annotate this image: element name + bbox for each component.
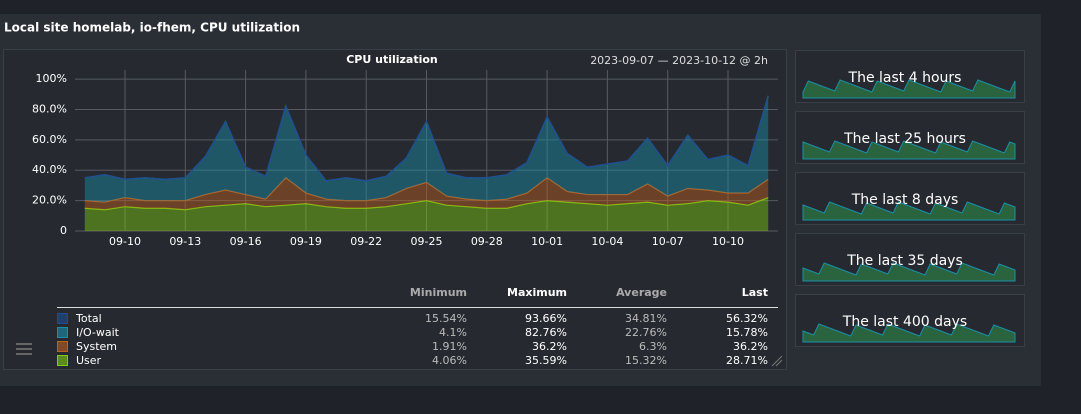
legend-swatch (57, 313, 68, 324)
thumbnails: The last 4 hours The last 25 hours The las… (795, 50, 1025, 347)
thumbnail-label: The last 4 hours (848, 70, 962, 86)
stat-value: 6.3% (639, 340, 667, 353)
x-tick-label: 10-01 (531, 235, 563, 248)
area (84, 177, 769, 210)
legend-label: I/O-wait (76, 326, 120, 339)
y-tick-label: 40.0% (32, 163, 67, 176)
stat-value: 28.71% (726, 354, 768, 367)
legend-label: System (76, 340, 117, 353)
stat-value: 1.91% (432, 340, 467, 353)
stat-value: 34.81% (625, 312, 667, 325)
legend-label: Total (75, 312, 102, 325)
x-tick-label: 10-10 (712, 235, 744, 248)
x-tick-label: 09-19 (290, 235, 322, 248)
stat-value: 82.76% (525, 326, 567, 339)
x-tick-label: 10-07 (652, 235, 684, 248)
stat-value: 56.32% (726, 312, 768, 325)
stat-value: 15.54% (425, 312, 467, 325)
x-tick-label: 09-13 (169, 235, 201, 248)
legend-label: User (76, 354, 102, 367)
x-tick-label: 09-25 (411, 235, 443, 248)
x-tick-label: 09-22 (350, 235, 382, 248)
y-tick-label: 0 (60, 224, 67, 237)
resize-handle[interactable] (771, 355, 783, 367)
stat-value: 36.2% (532, 340, 567, 353)
legend-swatch (57, 327, 68, 338)
thumbnail-graph (802, 262, 1016, 282)
thumbnail-label: The last 35 days (846, 253, 963, 269)
line (84, 95, 769, 182)
column-header: Average (616, 286, 667, 299)
x-tick-label: 09-16 (230, 235, 262, 248)
stat-value: 22.76% (625, 326, 667, 339)
stat-value: 35.59% (525, 354, 567, 367)
column-header: Minimum (410, 286, 467, 299)
dashlet-title: Local site homelab, io-fhem, CPU utiliza… (4, 21, 300, 35)
stat-value: 36.2% (733, 340, 768, 353)
x-tick-label: 10-04 (591, 235, 623, 248)
thumbnail-graph (802, 79, 1016, 99)
stat-value: 93.66% (525, 312, 567, 325)
thumbnail-label: The last 400 days (842, 314, 967, 330)
y-tick-label: 80.0% (32, 102, 67, 115)
hamburger[interactable] (16, 343, 32, 355)
graph-title: CPU utilization (346, 53, 438, 66)
graph-range: 2023-09-07 — 2023-10-12 @ 2h (590, 54, 768, 67)
area-line (84, 197, 769, 211)
thumbnail-label: The last 25 hours (843, 131, 966, 147)
column-header: Last (742, 286, 768, 299)
resize-line (775, 359, 783, 367)
legend-swatch (57, 341, 68, 352)
y-tick-label: 20.0% (32, 194, 67, 207)
stat-value: 4.1% (439, 326, 467, 339)
resize-line (771, 355, 783, 367)
thumbnail-graph (802, 140, 1016, 160)
plot: 0 20.0% 40.0% 60.0% 80.0% 100% 09-10 09-13 09-16… (32, 70, 778, 248)
stat-value: 4.06% (432, 354, 467, 367)
x-tick-label: 09-10 (109, 235, 141, 248)
y-tick-label: 60.0% (32, 133, 67, 146)
column-header: Maximum (507, 286, 567, 299)
y-tick-label: 100% (36, 72, 67, 85)
area-line (84, 177, 769, 203)
stat-value: 15.32% (625, 354, 667, 367)
x-tick-label: 09-28 (471, 235, 503, 248)
area (84, 95, 769, 203)
legend-swatch (57, 355, 68, 366)
stat-value: 15.78% (726, 326, 768, 339)
thumbnail-graph (802, 201, 1016, 221)
thumbnail-graph (802, 323, 1016, 343)
thumbnail-label: The last 8 days (851, 192, 959, 208)
area (84, 197, 769, 231)
